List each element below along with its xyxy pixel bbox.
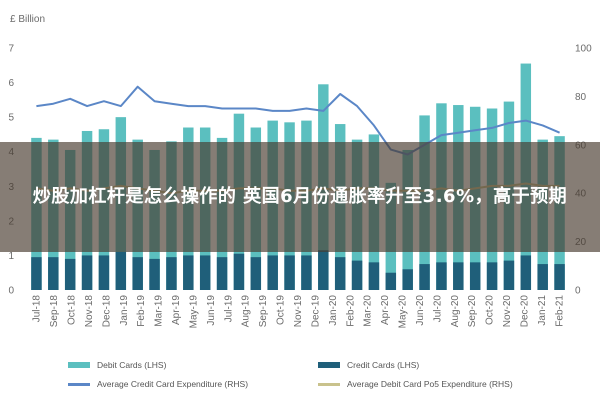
x-axis-tick-label: Jun-19 (206, 295, 217, 326)
x-axis-tick-label: Dec-19 (310, 295, 321, 328)
left-axis-tick-label: 7 (8, 44, 14, 55)
left-axis-tick-label: 5 (8, 113, 14, 124)
credit-bar (486, 262, 498, 290)
credit-bar (520, 255, 532, 290)
x-axis-tick-label: Jan-21 (537, 295, 548, 326)
x-axis: Jul-18 Sep-18 Oct-18 Nov-18 Dec-18 Jan-19 Feb-… (32, 295, 566, 329)
left-axis-tick-label: 6 (8, 78, 14, 89)
credit-bar (469, 262, 481, 290)
x-axis-tick-label: Oct-18 (67, 295, 78, 325)
x-axis-tick-label: Nov-18 (84, 295, 95, 328)
credit-bar (64, 258, 76, 290)
x-axis-tick-label: Apr-19 (171, 295, 182, 325)
legend: Debit Cards (LHS) Credit Cards (LHS) Ave… (68, 360, 513, 389)
x-axis-tick-label: Dec-20 (519, 295, 530, 328)
x-axis-tick-label: Aug-20 (450, 295, 461, 328)
left-axis-unit-label: £ Billion (10, 14, 45, 25)
legend-label-avg-credit-expenditure: Average Credit Card Expenditure (RHS) (97, 379, 248, 389)
credit-bar (503, 260, 515, 290)
right-axis-tick-label: 0 (575, 286, 581, 297)
credit-bar (216, 257, 228, 290)
x-axis-tick-label: Sep-20 (467, 295, 478, 328)
credit-bar (334, 257, 346, 290)
legend-swatch-avg-credit-expenditure (68, 383, 90, 386)
right-axis-tick-label: 100 (575, 44, 592, 55)
credit-bar (301, 255, 312, 290)
credit-bar (453, 262, 464, 290)
x-axis-tick-label: Nov-19 (293, 295, 304, 328)
credit-bar (385, 272, 397, 290)
x-axis-tick-label: Jul-19 (223, 295, 234, 323)
legend-label-credit-cards: Credit Cards (LHS) (347, 360, 419, 370)
x-axis-tick-label: Jan-20 (328, 295, 339, 326)
credit-bar (537, 264, 548, 290)
credit-bar (132, 257, 143, 290)
credit-bar (402, 269, 413, 290)
x-axis-tick-label: Oct-19 (276, 295, 287, 325)
credit-bar (48, 257, 59, 290)
x-axis-tick-label: Nov-20 (502, 295, 513, 328)
credit-bar (149, 258, 160, 290)
credit-bar (166, 257, 177, 290)
x-axis-tick-label: Jul-20 (432, 295, 443, 323)
x-axis-tick-label: Aug-19 (241, 295, 252, 328)
x-axis-tick-label: Apr-20 (380, 295, 391, 325)
credit-bar (351, 260, 363, 290)
x-axis-tick-label: Jun-20 (415, 295, 426, 326)
x-axis-tick-label: Mar-20 (363, 295, 374, 327)
x-axis-tick-label: Feb-19 (136, 295, 147, 327)
legend-label-avg-debit-pos-expenditure: Average Debit Card Po5 Expenditure (RHS) (347, 379, 513, 389)
credit-bar (318, 250, 329, 290)
legend-label-debit-cards: Debit Cards (LHS) (97, 360, 167, 370)
credit-bar (183, 255, 194, 290)
x-axis-tick-label: Jul-18 (32, 295, 43, 323)
right-axis-tick-label: 80 (575, 92, 587, 103)
credit-bar (436, 262, 447, 290)
credit-bar (419, 264, 430, 290)
left-axis-tick-label: 0 (8, 286, 14, 297)
avg-credit-expenditure-line (36, 85, 560, 156)
x-axis-tick-label: Sep-19 (258, 295, 269, 328)
credit-bar (233, 253, 245, 290)
legend-swatch-avg-debit-pos-expenditure (318, 383, 340, 386)
credit-bar (115, 251, 127, 290)
x-axis-tick-label: Sep-18 (49, 295, 60, 328)
credit-bar (267, 255, 278, 290)
x-axis-tick-label: Dec-18 (101, 295, 112, 328)
legend-swatch-debit-cards (68, 362, 90, 368)
x-axis-tick-label: Feb-20 (345, 295, 356, 327)
credit-bar (199, 255, 211, 290)
x-axis-tick-label: May-20 (398, 295, 409, 329)
credit-bar (368, 262, 380, 290)
legend-swatch-credit-cards (318, 362, 340, 368)
credit-bar (554, 264, 565, 290)
headline-overlay-band (0, 142, 600, 252)
x-axis-tick-label: Mar-19 (154, 295, 165, 327)
x-axis-tick-label: Oct-20 (485, 295, 496, 325)
credit-bar (284, 255, 295, 290)
x-axis-tick-label: May-19 (188, 295, 199, 329)
credit-bar (98, 255, 110, 290)
x-axis-tick-label: Feb-21 (554, 295, 565, 327)
credit-bar (31, 257, 42, 290)
credit-bar (250, 257, 262, 290)
x-axis-tick-label: Jan-19 (119, 295, 130, 326)
left-axis-tick-label: 1 (8, 251, 14, 262)
credit-bar (81, 255, 93, 290)
